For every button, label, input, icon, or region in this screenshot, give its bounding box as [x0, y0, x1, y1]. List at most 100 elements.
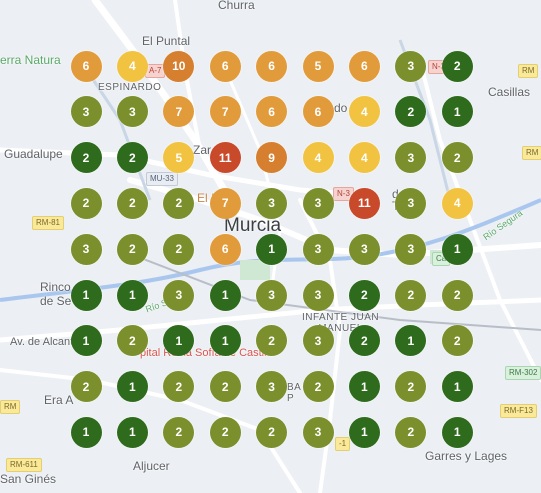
- cluster-marker-r5-c6[interactable]: 3: [302, 233, 334, 265]
- cluster-marker-r2-c2[interactable]: 3: [116, 96, 148, 128]
- cluster-marker-r1-c3[interactable]: 10: [163, 50, 195, 82]
- cluster-marker-r3-c1[interactable]: 2: [70, 142, 102, 174]
- cluster-marker-r7-c9[interactable]: 2: [441, 325, 473, 357]
- cluster-marker-r3-c7[interactable]: 4: [348, 142, 380, 174]
- cluster-marker-r1-c1[interactable]: 6: [70, 50, 102, 82]
- cluster-marker-r8-c9[interactable]: 1: [441, 371, 473, 403]
- cluster-marker-r7-c8[interactable]: 1: [395, 325, 427, 357]
- label-el-puntal: El Puntal: [142, 34, 191, 48]
- cluster-marker-r9-c2[interactable]: 1: [116, 416, 148, 448]
- cluster-marker-r5-c1[interactable]: 3: [70, 233, 102, 265]
- cluster-marker-r4-c3[interactable]: 2: [163, 187, 195, 219]
- cluster-marker-r5-c8[interactable]: 3: [395, 233, 427, 265]
- cluster-marker-r9-c9[interactable]: 1: [441, 416, 473, 448]
- cluster-marker-r3-c6[interactable]: 4: [302, 142, 334, 174]
- cluster-marker-r3-c2[interactable]: 2: [116, 142, 148, 174]
- cluster-marker-r2-c9[interactable]: 1: [441, 96, 473, 128]
- label-infante-juan-manuel: INFANTE JUAN MANUEL: [302, 312, 380, 334]
- cluster-marker-r6-c2[interactable]: 1: [116, 279, 148, 311]
- cluster-marker-r6-c3[interactable]: 3: [163, 279, 195, 311]
- cluster-marker-r7-c6[interactable]: 3: [302, 325, 334, 357]
- cluster-marker-r8-c8[interactable]: 2: [395, 371, 427, 403]
- cluster-marker-r4-c1[interactable]: 2: [70, 187, 102, 219]
- cluster-marker-r6-c4[interactable]: 1: [209, 279, 241, 311]
- cluster-marker-r2-c8[interactable]: 2: [395, 96, 427, 128]
- cluster-marker-r6-c1[interactable]: 1: [70, 279, 102, 311]
- cluster-marker-r9-c7[interactable]: 1: [348, 416, 380, 448]
- cluster-marker-r7-c1[interactable]: 1: [70, 325, 102, 357]
- cluster-marker-r4-c6[interactable]: 3: [302, 187, 334, 219]
- cluster-marker-r8-c1[interactable]: 2: [70, 371, 102, 403]
- label-churra: Churra: [218, 0, 255, 12]
- cluster-marker-r7-c5[interactable]: 2: [256, 325, 288, 357]
- cluster-marker-r8-c5[interactable]: 3: [256, 371, 288, 403]
- cluster-marker-r5-c9[interactable]: 1: [441, 233, 473, 265]
- cluster-marker-r9-c6[interactable]: 3: [302, 416, 334, 448]
- cluster-marker-r3-c4[interactable]: 11: [209, 142, 241, 174]
- cluster-marker-r8-c4[interactable]: 2: [209, 371, 241, 403]
- cluster-marker-r6-c6[interactable]: 3: [302, 279, 334, 311]
- label-zar: Zar: [193, 143, 211, 157]
- cluster-marker-r5-c4[interactable]: 6: [209, 233, 241, 265]
- road-east: [418, 58, 541, 382]
- label-barrio-progreso: BA P: [287, 382, 302, 404]
- shield-mu33: MU-33: [146, 172, 179, 186]
- cluster-marker-r8-c7[interactable]: 1: [348, 371, 380, 403]
- label-do: do: [334, 101, 348, 115]
- cluster-marker-r3-c9[interactable]: 2: [441, 142, 473, 174]
- cluster-marker-r1-c9[interactable]: 2: [441, 50, 473, 82]
- shield-rm611: RM-611: [6, 458, 42, 472]
- cluster-marker-r6-c5[interactable]: 3: [256, 279, 288, 311]
- cluster-marker-r2-c7[interactable]: 4: [348, 96, 380, 128]
- label-sierra-natura: erra Natura: [0, 53, 61, 67]
- shield-g1: -1: [335, 437, 351, 451]
- cluster-marker-r7-c4[interactable]: 1: [209, 325, 241, 357]
- cluster-marker-r2-c3[interactable]: 7: [163, 96, 195, 128]
- cluster-marker-r3-c5[interactable]: 9: [256, 142, 288, 174]
- cluster-marker-r4-c5[interactable]: 3: [256, 187, 288, 219]
- cluster-marker-r7-c3[interactable]: 1: [163, 325, 195, 357]
- shield-rm-ne: RM: [518, 64, 539, 78]
- cluster-marker-r5-c7[interactable]: 3: [348, 233, 380, 265]
- cluster-marker-r4-c4[interactable]: 7: [209, 187, 241, 219]
- cluster-marker-r7-c2[interactable]: 2: [116, 325, 148, 357]
- cluster-marker-r1-c4[interactable]: 6: [209, 50, 241, 82]
- cluster-marker-r7-c7[interactable]: 2: [348, 325, 380, 357]
- cluster-marker-r8-c3[interactable]: 2: [163, 371, 195, 403]
- label-murcia: Murcia: [224, 215, 282, 236]
- cluster-marker-r5-c3[interactable]: 2: [163, 233, 195, 265]
- cluster-marker-r3-c8[interactable]: 3: [395, 142, 427, 174]
- cluster-marker-r6-c9[interactable]: 2: [441, 279, 473, 311]
- cluster-marker-r1-c2[interactable]: 4: [116, 50, 148, 82]
- cluster-marker-r9-c3[interactable]: 2: [163, 416, 195, 448]
- cluster-marker-r2-c4[interactable]: 7: [209, 96, 241, 128]
- label-espinardo: ESPINARDO: [98, 82, 162, 93]
- cluster-marker-r3-c3[interactable]: 5: [163, 142, 195, 174]
- cluster-marker-r4-c2[interactable]: 2: [116, 187, 148, 219]
- cluster-marker-r2-c6[interactable]: 6: [302, 96, 334, 128]
- label-av-alcantarilla: Av. de Alcant: [10, 336, 74, 348]
- cluster-marker-r1-c6[interactable]: 5: [302, 50, 334, 82]
- cluster-marker-r1-c8[interactable]: 3: [395, 50, 427, 82]
- cluster-marker-r5-c5[interactable]: 1: [256, 233, 288, 265]
- cluster-marker-r4-c9[interactable]: 4: [441, 187, 473, 219]
- cluster-marker-r8-c2[interactable]: 1: [116, 371, 148, 403]
- cluster-marker-r2-c1[interactable]: 3: [70, 96, 102, 128]
- cluster-marker-r2-c5[interactable]: 6: [256, 96, 288, 128]
- cluster-marker-r6-c8[interactable]: 2: [395, 279, 427, 311]
- cluster-marker-r9-c5[interactable]: 2: [256, 416, 288, 448]
- cluster-marker-r4-c8[interactable]: 3: [395, 187, 427, 219]
- label-era-alta: Era A: [44, 393, 74, 407]
- cluster-marker-r9-c1[interactable]: 1: [70, 416, 102, 448]
- cluster-marker-r5-c2[interactable]: 2: [116, 233, 148, 265]
- cluster-marker-r1-c7[interactable]: 6: [348, 50, 380, 82]
- cluster-marker-r4-c7[interactable]: 11: [348, 187, 380, 219]
- cluster-marker-r9-c4[interactable]: 2: [209, 416, 241, 448]
- cluster-marker-r8-c6[interactable]: 2: [302, 371, 334, 403]
- label-hospital: pital Reina Sofía de Castil: [140, 347, 267, 359]
- cluster-marker-r9-c8[interactable]: 2: [395, 416, 427, 448]
- cluster-marker-r6-c7[interactable]: 2: [348, 279, 380, 311]
- cluster-marker-r1-c5[interactable]: 6: [256, 50, 288, 82]
- shield-rm302: RM-302: [505, 366, 541, 380]
